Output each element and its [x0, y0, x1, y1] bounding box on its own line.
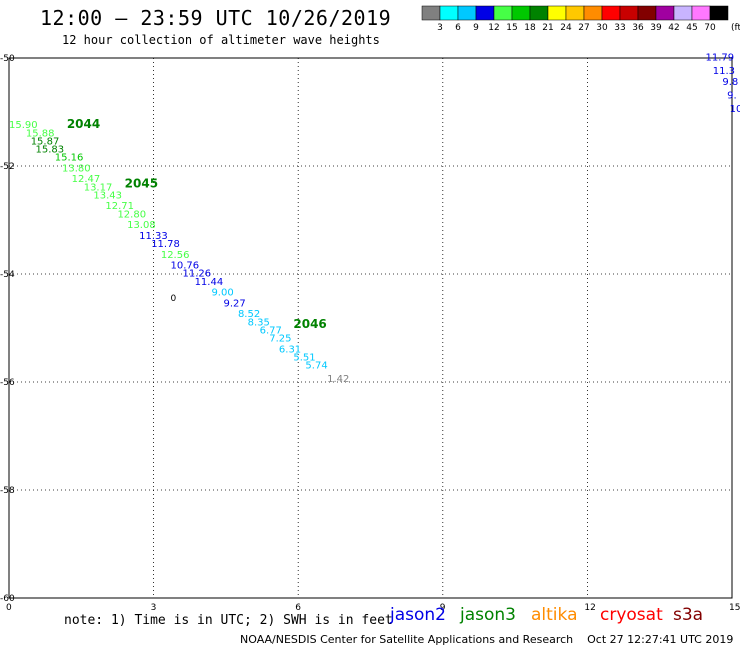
x-tick-label: 12	[584, 603, 595, 613]
wave-height-value: 12.56	[161, 250, 190, 261]
legend-label: 18	[524, 23, 536, 33]
legend-label: 30	[596, 23, 608, 33]
track-label: 2044	[67, 117, 100, 131]
wave-height-value: 9.27	[223, 298, 245, 309]
wave-height-value: 11.26	[183, 269, 212, 280]
legend-label: 3	[437, 23, 443, 33]
y-tick-label: -56	[0, 378, 15, 388]
legend-label: 15	[506, 23, 517, 33]
satellite-label-jason3: jason3	[460, 605, 516, 625]
legend-label: 12	[488, 23, 499, 33]
legend-label: 24	[560, 23, 572, 33]
wave-height-value: 13.43	[93, 190, 122, 201]
wave-height-value: 9.8	[722, 77, 738, 88]
x-tick-label: 3	[151, 603, 157, 613]
wave-height-value: 12.80	[117, 209, 146, 220]
wave-height-value: 15.87	[31, 136, 60, 147]
page-title: 12:00 — 23:59 UTC 10/26/2019	[40, 6, 392, 30]
wave-height-value: 13.08	[127, 220, 156, 231]
satellite-label-altika: altika	[531, 605, 578, 625]
legend-unit: (ft)	[731, 23, 740, 33]
island-outline: 0	[170, 294, 176, 304]
wave-height-value: 8.52	[238, 309, 260, 320]
wave-height-value: 8.35	[248, 317, 270, 328]
wave-height-value: 11.33	[139, 231, 168, 242]
x-tick-label: 6	[295, 603, 301, 613]
legend-label: 45	[686, 23, 697, 33]
legend-swatch	[709, 5, 729, 21]
legend-label: 27	[578, 23, 589, 33]
wave-height-value: 15.16	[55, 153, 84, 164]
wave-height-value: 13.80	[62, 163, 91, 174]
wave-height-value: 5.74	[305, 361, 327, 372]
legend-label: 70	[704, 23, 716, 33]
legend-label: 39	[650, 23, 662, 33]
satellite-label-cryosat: cryosat	[600, 605, 663, 625]
wave-height-value: 11.79	[705, 53, 734, 64]
wave-height-value: 6.77	[260, 325, 282, 336]
y-tick-label: -52	[0, 162, 15, 172]
legend-label: 36	[632, 23, 644, 33]
wave-height-value: 10.76	[170, 261, 199, 272]
wave-height-value: 7.25	[269, 334, 291, 345]
wave-height-value: 15.83	[36, 145, 65, 156]
wave-height-value: 1.42	[327, 374, 349, 385]
wave-height-value: 11.44	[195, 277, 224, 288]
wave-height-value: 13.17	[84, 182, 113, 193]
legend-label: 42	[668, 23, 679, 33]
y-tick-label: -54	[0, 270, 15, 280]
legend-label: 33	[614, 23, 625, 33]
footer-credit: NOAA/NESDIS Center for Satellite Applica…	[240, 633, 734, 646]
wave-height-value: 9.	[727, 91, 737, 102]
wave-height-value: 15.90	[9, 120, 38, 131]
legend-label: 9	[473, 23, 479, 33]
wave-height-value: 12.71	[105, 201, 134, 212]
wave-height-value: 10	[730, 104, 740, 115]
map-frame	[8, 57, 733, 599]
x-tick-label: 15	[729, 603, 740, 613]
wave-height-value: 15.88	[26, 128, 55, 139]
y-tick-label: -58	[0, 486, 15, 496]
wave-height-value: 5.51	[293, 352, 315, 363]
wave-height-value: 12.47	[72, 174, 101, 185]
footnote: note: 1) Time is in UTC; 2) SWH is in fe…	[64, 613, 393, 628]
wave-height-value: 6.31	[279, 344, 301, 355]
satellite-label-s3a: s3a	[673, 605, 704, 625]
track-label: 2046	[293, 317, 326, 331]
wave-height-value: 11.78	[151, 239, 180, 250]
page-subtitle: 12 hour collection of altimeter wave hei…	[62, 33, 380, 47]
wave-height-value: 9.00	[211, 288, 233, 299]
x-tick-label: 9	[440, 603, 446, 613]
wave-height-map: -50-52-54-56-58-600 3 6 9 12 1515.9015.8815.8…	[0, 53, 740, 613]
track-label: 2045	[125, 177, 158, 191]
x-tick-label: 0	[6, 603, 12, 613]
wave-height-value: 11.3	[713, 66, 735, 77]
legend-label: 6	[455, 23, 461, 33]
y-tick-label: -50	[0, 54, 15, 64]
satellite-label-jason2: jason2	[390, 605, 446, 625]
y-tick-label: -60	[0, 594, 15, 604]
legend-label: 21	[542, 23, 553, 33]
